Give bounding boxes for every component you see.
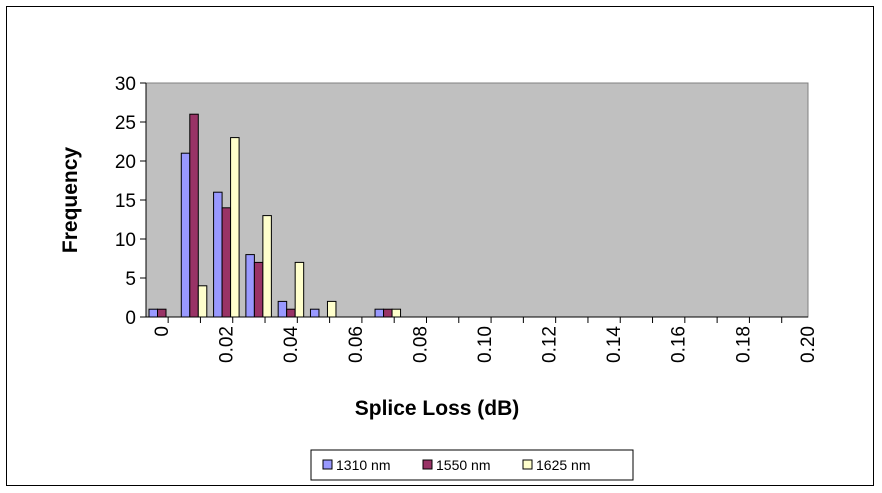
- legend-swatch-1550-nm: [422, 459, 433, 470]
- legend-box: [310, 449, 634, 481]
- y-tick-label: 25: [115, 113, 136, 134]
- x-ticks-group: 0 0.02 0.04 0.06 0.08 0.10 0.12 0.14 0.16 0.18 0.2…: [152, 317, 819, 363]
- chart-frame: 0 5 10 15 20 25 30 0 0.02 0.04 0.06 0.08 0.10 0.12 0.…: [6, 6, 874, 486]
- bars-group: [148, 113, 402, 318]
- y-tick-label: 5: [125, 269, 136, 290]
- x-tick-label: 0: [152, 326, 173, 337]
- x-tick-label: 0.02: [217, 326, 238, 363]
- legend: 1310 nm 1550 nm 1625 nm: [310, 449, 634, 481]
- bar-1550-nm-0: [157, 308, 167, 318]
- plot-area: [145, 82, 809, 318]
- x-tick-label: 0.04: [281, 326, 302, 363]
- histogram-chart: 0 5 10 15 20 25 30 0 0.02 0.04 0.06 0.08 0.10 0.12 0.…: [59, 74, 819, 481]
- y-ticks-group: 0 5 10 15 20 25 30: [115, 74, 146, 329]
- bar-1310-nm-0.02: [213, 191, 223, 318]
- legend-swatch-1625-nm: [522, 459, 533, 470]
- y-tick-label: 20: [115, 152, 136, 173]
- legend-label-1550-nm: 1550 nm: [436, 457, 490, 473]
- bar-1310-nm-0.01: [180, 152, 191, 318]
- x-tick-label: 0.06: [346, 326, 367, 363]
- bar-1625-nm-0.07: [391, 308, 402, 318]
- y-tick-label: 10: [115, 230, 136, 251]
- bar-1625-nm-0.05: [326, 300, 337, 318]
- bar-1625-nm-0.03: [262, 215, 272, 318]
- x-tick-label: 0.18: [733, 326, 754, 363]
- bar-1550-nm-0.04: [286, 308, 296, 318]
- bar-1310-nm-0: [148, 308, 158, 318]
- x-tick-label: 0.08: [410, 326, 431, 363]
- x-axis-title: Splice Loss (dB): [355, 397, 520, 420]
- bar-1625-nm-0.04: [294, 261, 305, 318]
- bar-1310-nm-0.05: [309, 308, 320, 318]
- legend-label-1310-nm: 1310 nm: [336, 457, 390, 473]
- y-tick-label: 0: [125, 308, 136, 329]
- x-tick-label: 0.16: [669, 326, 690, 363]
- x-tick-label: 0.20: [798, 326, 819, 363]
- legend-label-1625-nm: 1625 nm: [536, 457, 590, 473]
- y-tick-label: 30: [115, 74, 136, 95]
- bar-1550-nm-0.07: [383, 308, 393, 318]
- bar-1310-nm-0.03: [245, 254, 255, 318]
- bar-1310-nm-0.04: [277, 300, 288, 318]
- x-tick-label: 0.12: [540, 326, 561, 363]
- bar-1310-nm-0.07: [374, 308, 385, 318]
- bar-1550-nm-0.03: [253, 261, 264, 318]
- y-tick-label: 15: [115, 191, 136, 212]
- x-tick-label: 0.10: [475, 326, 496, 363]
- bar-1625-nm-0.02: [230, 137, 240, 318]
- x-tick-label: 0.14: [604, 326, 625, 363]
- y-axis-title: Frequency: [59, 147, 82, 254]
- bar-1625-nm-0.01: [197, 285, 208, 318]
- bar-1550-nm-0.01: [189, 113, 199, 318]
- bar-1550-nm-0.02: [221, 207, 232, 318]
- legend-swatch-1310-nm: [322, 459, 333, 470]
